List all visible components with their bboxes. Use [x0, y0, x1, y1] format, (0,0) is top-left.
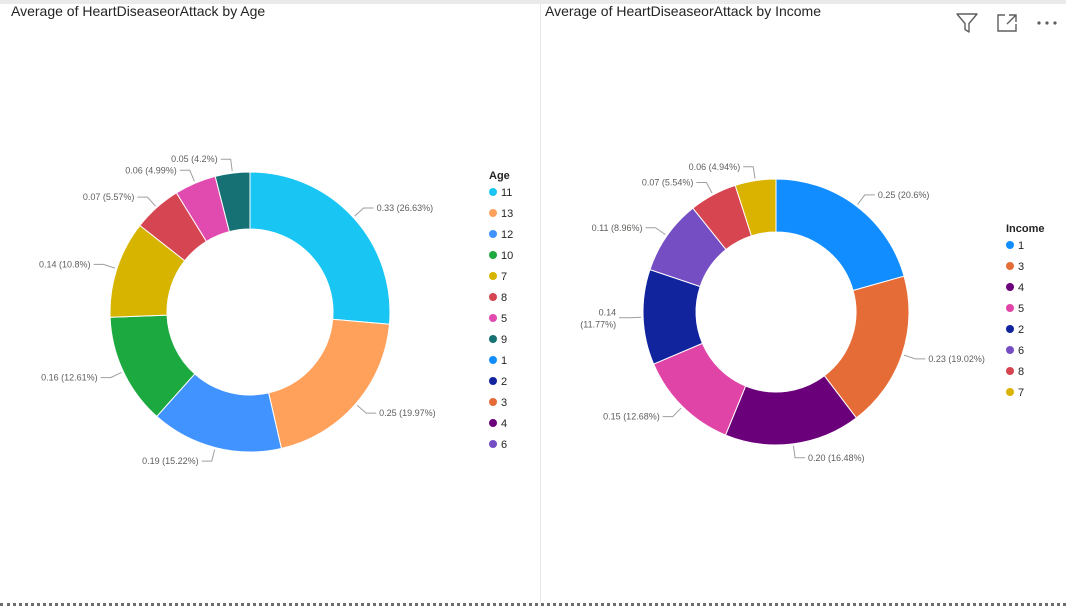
data-label: 0.05 (4.2%) — [171, 154, 218, 164]
legend-item-6[interactable]: 6 — [1018, 345, 1024, 357]
age-donut-chart: 0.33 (26.63%) 0.25 (19.97%) 0.19 (15.22%) 0… — [39, 154, 513, 466]
data-label: 0.06 (4.94%) — [689, 162, 741, 172]
legend-item-2[interactable]: 2 — [1018, 324, 1024, 336]
data-label: 0.25 (20.6%) — [878, 190, 930, 200]
legend-marker — [1006, 388, 1014, 396]
legend-item-2[interactable]: 2 — [501, 376, 507, 388]
data-label: 0.14 (11.77%) — [580, 308, 616, 330]
leader-line — [356, 404, 377, 414]
age-donut-visual[interactable]: Average of HeartDiseaseorAttack by Age 0… — [0, 0, 540, 600]
leader-line — [743, 166, 756, 179]
legend-item-4[interactable]: 4 — [501, 418, 507, 430]
legend-marker — [1006, 325, 1014, 333]
data-label: 0.07 (5.57%) — [83, 192, 135, 202]
legend-marker — [489, 440, 497, 448]
data-label: 0.07 (5.54%) — [642, 178, 694, 188]
chart-title: Average of HeartDiseaseorAttack by Incom… — [545, 3, 821, 19]
donut-slice-9[interactable] — [214, 171, 251, 233]
legend-item-8[interactable]: 8 — [501, 292, 507, 304]
filter-icon[interactable] — [954, 10, 980, 36]
leader-line — [137, 196, 156, 207]
legend-marker — [489, 272, 497, 280]
legend-item-1[interactable]: 1 — [1018, 240, 1024, 252]
leader-line — [857, 194, 875, 205]
data-label: 0.19 (15.22%) — [142, 456, 199, 466]
legend-marker — [1006, 367, 1014, 375]
more-options-icon[interactable] — [1034, 10, 1060, 36]
legend-marker — [489, 209, 497, 217]
leader-line — [696, 182, 713, 194]
donut-slice-11[interactable] — [249, 171, 391, 325]
legend-title: Age — [489, 170, 510, 182]
legend-marker — [489, 230, 497, 238]
legend-item-12[interactable]: 12 — [501, 229, 513, 241]
data-label: 0.11 (8.96%) — [592, 223, 643, 233]
legend-marker — [489, 335, 497, 343]
legend-item-11[interactable]: 11 — [501, 187, 512, 199]
legend-item-3[interactable]: 3 — [1018, 261, 1024, 273]
legend-item-13[interactable]: 13 — [501, 208, 513, 220]
leader-line — [100, 372, 122, 379]
chart-title: Average of HeartDiseaseorAttack by Age — [11, 3, 266, 19]
legend-item-7[interactable]: 7 — [1018, 387, 1024, 399]
leader-line — [662, 407, 682, 418]
leader-line — [645, 227, 666, 236]
visual-header-toolbar — [954, 10, 1060, 36]
leader-line — [220, 158, 233, 172]
legend-marker — [489, 377, 497, 385]
income-donut-chart: 0.25 (20.6%) 0.23 (19.02%) 0.20 (16.48%) 0.… — [580, 162, 1045, 463]
data-label: 0.23 (19.02%) — [928, 354, 985, 364]
legend-item-4[interactable]: 4 — [1018, 282, 1024, 294]
data-label: 0.15 (12.68%) — [603, 412, 660, 422]
leader-line — [179, 169, 195, 182]
legend-item-7[interactable]: 7 — [501, 271, 507, 283]
legend-marker — [489, 419, 497, 427]
bottom-edge — [0, 603, 1066, 606]
income-donut-visual[interactable]: Average of HeartDiseaseorAttack by Incom… — [541, 0, 1066, 600]
legend-marker — [1006, 304, 1014, 312]
data-label: 0.20 (16.48%) — [808, 453, 865, 463]
top-edge — [0, 0, 1066, 4]
leader-line — [792, 445, 806, 459]
legend-marker — [489, 293, 497, 301]
legend-item-5[interactable]: 5 — [1018, 303, 1024, 315]
legend-marker — [1006, 283, 1014, 291]
visual-divider — [540, 4, 541, 602]
legend-marker — [489, 314, 497, 322]
data-label: 0.16 (12.61%) — [41, 373, 98, 383]
legend-item-1[interactable]: 1 — [501, 355, 507, 367]
data-label: 0.25 (19.97%) — [379, 408, 436, 418]
legend-marker — [1006, 262, 1014, 270]
legend-item-9[interactable]: 9 — [501, 334, 507, 346]
focus-mode-icon[interactable] — [994, 10, 1020, 36]
legend-item-8[interactable]: 8 — [1018, 366, 1024, 378]
legend-marker — [1006, 346, 1014, 354]
legend-title: Income — [1006, 223, 1045, 235]
leader-line — [903, 354, 926, 360]
legend-marker — [489, 398, 497, 406]
legend-marker — [489, 188, 497, 196]
legend-item-10[interactable]: 10 — [501, 250, 513, 262]
data-label: 0.06 (4.99%) — [125, 165, 177, 175]
legend-item-6[interactable]: 6 — [501, 439, 507, 451]
leader-line — [93, 263, 116, 269]
legend-marker — [489, 251, 497, 259]
data-label: 0.14 (10.8%) — [39, 259, 91, 269]
data-label: 0.33 (26.63%) — [377, 203, 434, 213]
legend-item-5[interactable]: 5 — [501, 313, 507, 325]
legend-item-3[interactable]: 3 — [501, 397, 507, 409]
donut-slice-7[interactable] — [734, 178, 777, 237]
legend-marker — [1006, 241, 1014, 249]
legend-marker — [489, 356, 497, 364]
leader-line — [354, 207, 374, 217]
leader-line — [201, 449, 216, 462]
donut-slice-13[interactable] — [268, 318, 391, 450]
